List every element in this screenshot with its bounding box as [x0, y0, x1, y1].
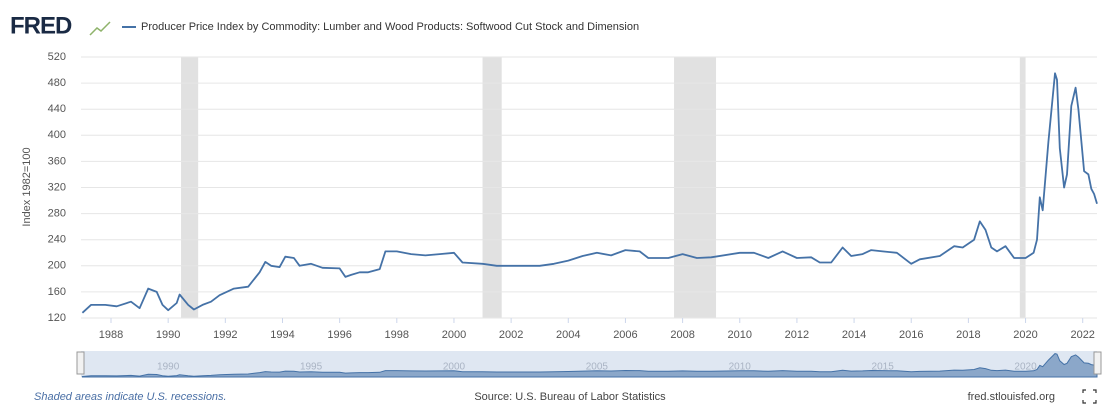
x-tick-label: 2010 [728, 329, 752, 341]
site: fred.stlouisfed.org [968, 391, 1055, 403]
logo-icon [89, 21, 111, 36]
y-axis-label: Index 1982=100 [21, 147, 33, 226]
x-tick-label: 2004 [556, 329, 580, 341]
series-line [81, 72, 1098, 314]
x-tick-label: 1994 [270, 329, 294, 341]
navigator-tick-label: 1995 [300, 362, 323, 373]
navigator-tick-label: 2000 [443, 362, 466, 373]
fullscreen-icon[interactable] [1082, 389, 1097, 404]
x-tick-label: 2002 [499, 329, 523, 341]
navigator-tick-label: 2015 [872, 362, 895, 373]
recession-note: Shaded areas indicate U.S. recessions. [34, 391, 227, 403]
x-tick-label: 2012 [785, 329, 809, 341]
navigator-area [81, 353, 1098, 378]
x-tick-label: 2020 [1013, 329, 1037, 341]
y-tick-label: 440 [48, 103, 66, 115]
y-tick-label: 240 [48, 234, 66, 246]
y-tick-label: 160 [48, 286, 66, 298]
y-tick-label: 360 [48, 155, 66, 167]
y-tick-label: 520 [48, 51, 66, 63]
x-tick-label: 1998 [385, 329, 409, 341]
navigator-handle[interactable] [1093, 351, 1102, 375]
navigator-tick-label: 2005 [586, 362, 609, 373]
y-tick-label: 200 [48, 260, 66, 272]
x-tick-label: 2006 [613, 329, 637, 341]
source: Source: U.S. Bureau of Labor Statistics [474, 391, 666, 403]
y-tick-label: 280 [48, 208, 66, 220]
x-tick-label: 2016 [899, 329, 923, 341]
y-tick-label: 120 [48, 312, 66, 324]
x-tick-label: 2014 [842, 329, 866, 341]
y-tick-label: 320 [48, 181, 66, 193]
x-tick-label: 1990 [156, 329, 180, 341]
navigator-tick-label: 2010 [729, 362, 752, 373]
x-tick-label: 2018 [956, 329, 980, 341]
x-tick-label: 2000 [442, 329, 466, 341]
y-tick-label: 480 [48, 77, 66, 89]
x-tick-label: 1996 [327, 329, 351, 341]
navigator-tick-label: 1990 [157, 362, 180, 373]
x-tick-label: 1988 [99, 329, 123, 341]
y-tick-label: 400 [48, 129, 66, 141]
x-tick-label: 1992 [213, 329, 237, 341]
x-tick-label: 2022 [1070, 329, 1094, 341]
x-tick-label: 2008 [670, 329, 694, 341]
logo: FRED [10, 12, 72, 39]
navigator-handle[interactable] [76, 351, 85, 375]
navigator-tick-label: 2020 [1014, 362, 1037, 373]
legend-label: Producer Price Index by Commodity: Lumbe… [141, 21, 639, 33]
